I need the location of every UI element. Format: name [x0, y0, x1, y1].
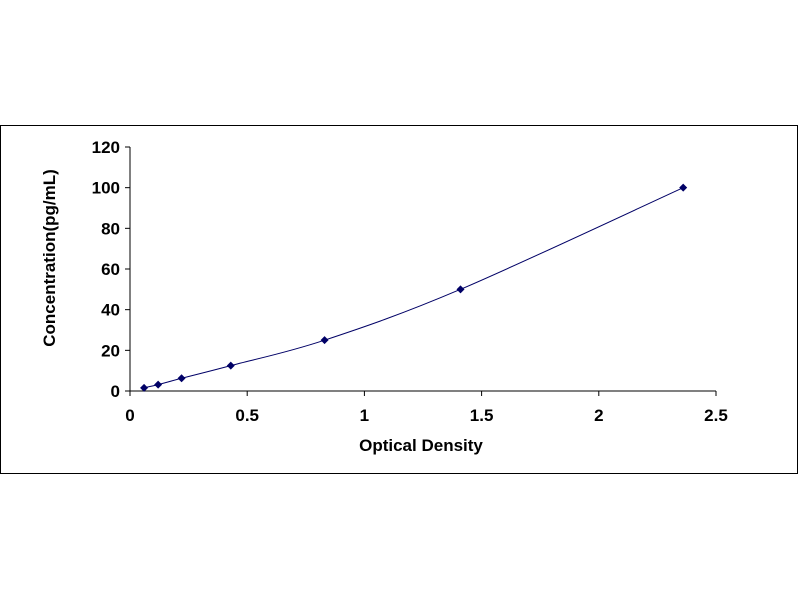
x-tick-label: 2 [594, 406, 603, 425]
x-axis-title: Optical Density [359, 436, 483, 455]
x-tick-label: 0 [125, 406, 134, 425]
y-tick-label: 0 [111, 382, 120, 401]
x-tick-label: 1.5 [470, 406, 494, 425]
y-tick-label: 40 [101, 301, 120, 320]
axes [129, 147, 716, 392]
y-tick-label: 60 [101, 260, 120, 279]
ticks: 0 20 40 60 80 100 120 0 0.5 1 1.5 2 2.5 [92, 138, 728, 425]
y-tick-label: 80 [101, 219, 120, 238]
x-tick-label: 2.5 [704, 406, 728, 425]
y-tick-label: 20 [101, 341, 120, 360]
x-tick-label: 1 [360, 406, 369, 425]
data-point [140, 383, 149, 392]
y-tick-label: 120 [92, 138, 120, 157]
data-points [140, 183, 688, 392]
fit-curve [143, 187, 684, 389]
chart-frame [0, 125, 798, 474]
x-tick-label: 0.5 [235, 406, 259, 425]
data-point [456, 285, 465, 294]
data-point [154, 380, 163, 389]
y-tick-label: 100 [92, 179, 120, 198]
data-point [320, 336, 329, 345]
data-point [679, 183, 688, 192]
data-point [177, 374, 186, 383]
y-axis-title: Concentration(pg/mL) [40, 169, 59, 347]
data-point [226, 361, 235, 370]
